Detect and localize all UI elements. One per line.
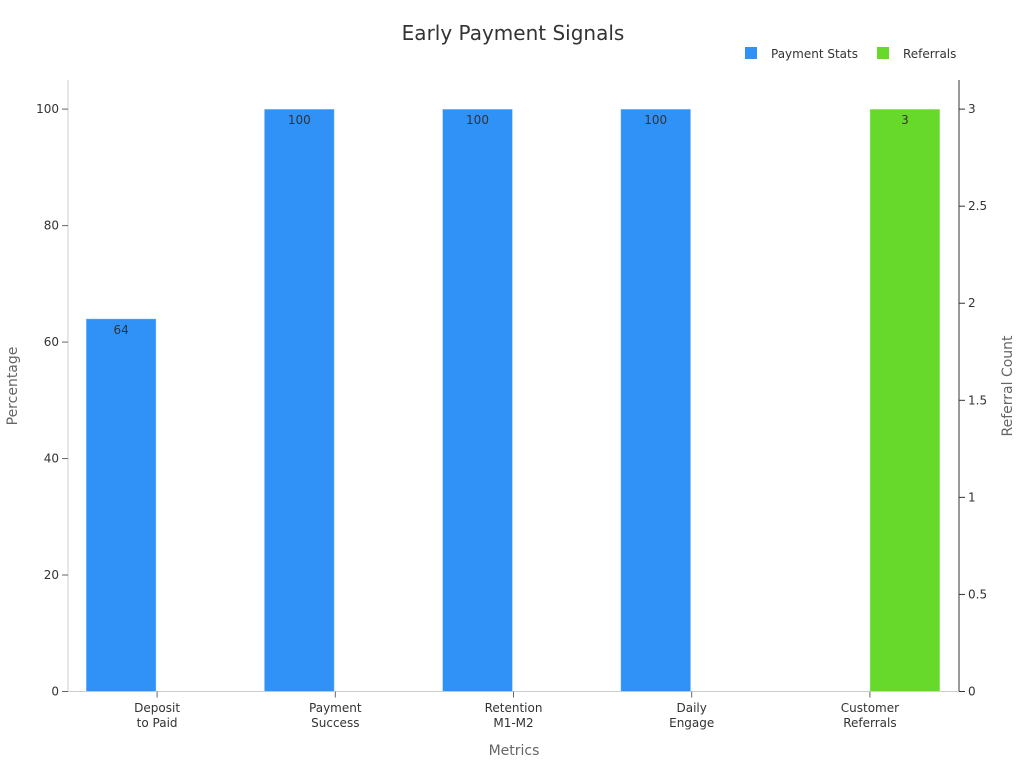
y-tick-label: 60 <box>44 335 59 349</box>
data-label: 100 <box>288 113 311 127</box>
chart-title: Early Payment Signals <box>402 21 625 45</box>
data-label: 64 <box>113 323 128 337</box>
data-label: 100 <box>644 113 667 127</box>
y2-tick-label: 1 <box>968 490 976 504</box>
axes: 0 20 40 60 80 100 0 0.5 1 1.5 2 2.5 3 Deposit to Paid P… <box>36 80 987 730</box>
y-axis-title: Percentage <box>5 347 21 426</box>
x-tick-label: Customer Referrals <box>841 701 899 730</box>
y2-axis-title: Referral Count <box>1000 335 1016 437</box>
bars <box>85 108 941 693</box>
legend-label: Referrals <box>903 47 956 61</box>
bar <box>869 108 941 693</box>
bar <box>263 108 335 693</box>
y-tick-label: 0 <box>51 685 59 699</box>
data-labels: 64 100 100 100 3 <box>113 113 908 337</box>
x-tick-label: Deposit to Paid <box>134 701 180 730</box>
bar <box>442 108 513 693</box>
y2-tick-label: 0 <box>968 685 976 699</box>
y2-tick-label: 2.5 <box>968 199 987 213</box>
legend-label: Payment Stats <box>771 47 858 61</box>
y2-tick-label: 1.5 <box>968 393 987 407</box>
x-tick-label: Payment Success <box>309 701 362 730</box>
y2-tick-label: 0.5 <box>968 587 987 601</box>
x-axis-title: Metrics <box>489 743 540 759</box>
y-tick-label: 100 <box>36 102 59 116</box>
y2-tick-label: 3 <box>968 102 976 116</box>
x-tick-label: Daily Engage <box>669 701 714 730</box>
bar <box>85 318 157 692</box>
y-tick-label: 40 <box>44 452 59 466</box>
y-tick-label: 20 <box>44 568 59 582</box>
legend-swatch <box>745 47 757 59</box>
y-tick-label: 80 <box>44 219 59 233</box>
y2-tick-label: 2 <box>968 296 976 310</box>
data-label: 100 <box>466 113 489 127</box>
legend: Payment Stats Referrals <box>745 47 956 61</box>
x-tick-label: Retention M1-M2 <box>485 701 543 730</box>
legend-swatch <box>877 47 889 59</box>
bar <box>620 108 692 693</box>
data-label: 3 <box>901 113 909 127</box>
